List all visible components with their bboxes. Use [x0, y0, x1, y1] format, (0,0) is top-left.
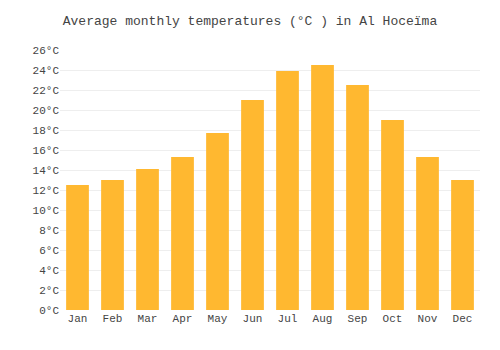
svg-text:12°C: 12°C — [33, 185, 60, 197]
svg-text:Nov: Nov — [418, 313, 438, 325]
svg-text:Oct: Oct — [383, 313, 403, 325]
svg-text:20°C: 20°C — [33, 105, 60, 117]
svg-text:Mar: Mar — [138, 313, 158, 325]
svg-text:22°C: 22°C — [33, 85, 60, 97]
svg-text:Apr: Apr — [173, 313, 193, 325]
svg-text:Jan: Jan — [68, 313, 88, 325]
svg-text:26°C: 26°C — [33, 45, 60, 57]
svg-text:Feb: Feb — [103, 313, 123, 325]
svg-text:10°C: 10°C — [33, 205, 60, 217]
svg-text:Jul: Jul — [278, 313, 298, 325]
svg-text:18°C: 18°C — [33, 125, 60, 137]
svg-text:Dec: Dec — [453, 313, 473, 325]
svg-text:14°C: 14°C — [33, 165, 60, 177]
svg-text:2°C: 2°C — [39, 285, 59, 297]
svg-text:May: May — [208, 313, 228, 325]
svg-text:Sep: Sep — [348, 313, 368, 325]
svg-text:Average monthly temperatures (: Average monthly temperatures (°C ) in Al… — [63, 14, 438, 29]
svg-text:6°C: 6°C — [39, 245, 59, 257]
svg-text:24°C: 24°C — [33, 65, 60, 77]
svg-text:16°C: 16°C — [33, 145, 60, 157]
svg-text:0°C: 0°C — [39, 305, 59, 317]
svg-text:Jun: Jun — [243, 313, 263, 325]
svg-text:4°C: 4°C — [39, 265, 59, 277]
svg-text:8°C: 8°C — [39, 225, 59, 237]
svg-text:Aug: Aug — [313, 313, 333, 325]
